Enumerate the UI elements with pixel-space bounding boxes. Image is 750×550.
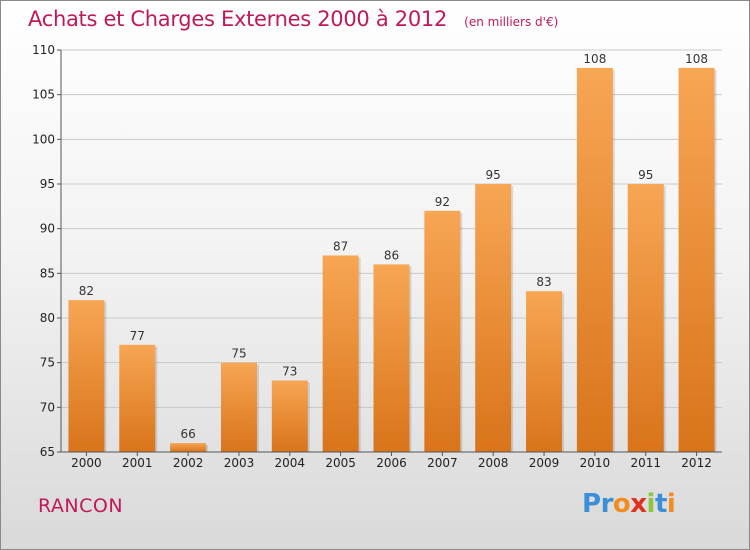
- bar: [373, 264, 410, 452]
- logo-letter: r: [600, 489, 614, 519]
- logo-letter: i: [646, 489, 656, 519]
- data-label: 66: [180, 427, 195, 441]
- x-tick-label: 2002: [173, 456, 204, 470]
- axes: [57, 49, 722, 456]
- x-tick-label: 2004: [275, 456, 306, 470]
- y-tick-label: 75: [40, 356, 55, 370]
- bar: [68, 300, 105, 452]
- y-tick-label: 95: [40, 177, 55, 191]
- labels: 65 70 75 80 85 90 95 100 105 110 82 2000 77 2001 66 200…: [32, 43, 712, 470]
- data-label: 92: [435, 195, 450, 209]
- data-label: 108: [583, 52, 606, 66]
- y-tick-label: 85: [40, 266, 55, 280]
- y-tick-label: 105: [32, 88, 55, 102]
- x-tick-label: 2003: [224, 456, 255, 470]
- bar: [576, 67, 613, 452]
- x-tick-label: 2009: [529, 456, 560, 470]
- bar: [678, 67, 715, 452]
- x-tick-label: 2006: [376, 456, 407, 470]
- data-label: 87: [333, 239, 348, 253]
- x-tick-label: 2001: [122, 456, 153, 470]
- bar: [170, 443, 207, 452]
- bar: [119, 344, 156, 452]
- y-tick-label: 80: [40, 311, 55, 325]
- data-label: 82: [79, 284, 94, 298]
- bar: [627, 184, 664, 452]
- data-label: 95: [486, 168, 501, 182]
- y-tick-label: 70: [40, 400, 55, 414]
- y-tick-label: 110: [32, 43, 55, 57]
- x-tick-label: 2012: [681, 456, 712, 470]
- data-label: 108: [685, 52, 708, 66]
- data-label: 75: [231, 347, 246, 361]
- data-label: 86: [384, 248, 399, 262]
- bars: [68, 67, 717, 452]
- bar: [424, 210, 461, 452]
- logo-letter: o: [612, 489, 631, 519]
- chart-subtitle: (en milliers d'€): [464, 15, 559, 29]
- x-tick-label: 2010: [580, 456, 611, 470]
- bar: [271, 380, 308, 452]
- data-label: 83: [536, 275, 551, 289]
- data-label: 77: [130, 329, 145, 343]
- title-row: Achats et Charges Externes 2000 à 2012 (…: [28, 7, 558, 31]
- y-tick-label: 65: [40, 445, 55, 459]
- x-tick-label: 2005: [325, 456, 356, 470]
- x-tick-label: 2011: [630, 456, 661, 470]
- y-tick-label: 90: [40, 222, 55, 236]
- proxiti-logo: Proxiti: [582, 489, 676, 519]
- bar: [475, 184, 512, 452]
- y-tick-label: 100: [32, 132, 55, 146]
- data-label: 95: [638, 168, 653, 182]
- data-label: 73: [282, 365, 297, 379]
- x-tick-label: 2008: [478, 456, 509, 470]
- chart-title: Achats et Charges Externes 2000 à 2012: [28, 7, 448, 31]
- logo-letter: P: [582, 489, 601, 519]
- bar: [220, 362, 257, 452]
- bar: [526, 291, 563, 452]
- logo-letter: x: [630, 489, 647, 519]
- logo-letter: i: [666, 489, 676, 519]
- x-tick-label: 2007: [427, 456, 458, 470]
- x-tick-label: 2000: [71, 456, 102, 470]
- commune-name: RANCON: [38, 495, 124, 517]
- bar: [322, 255, 359, 452]
- logo-letter: t: [654, 489, 667, 519]
